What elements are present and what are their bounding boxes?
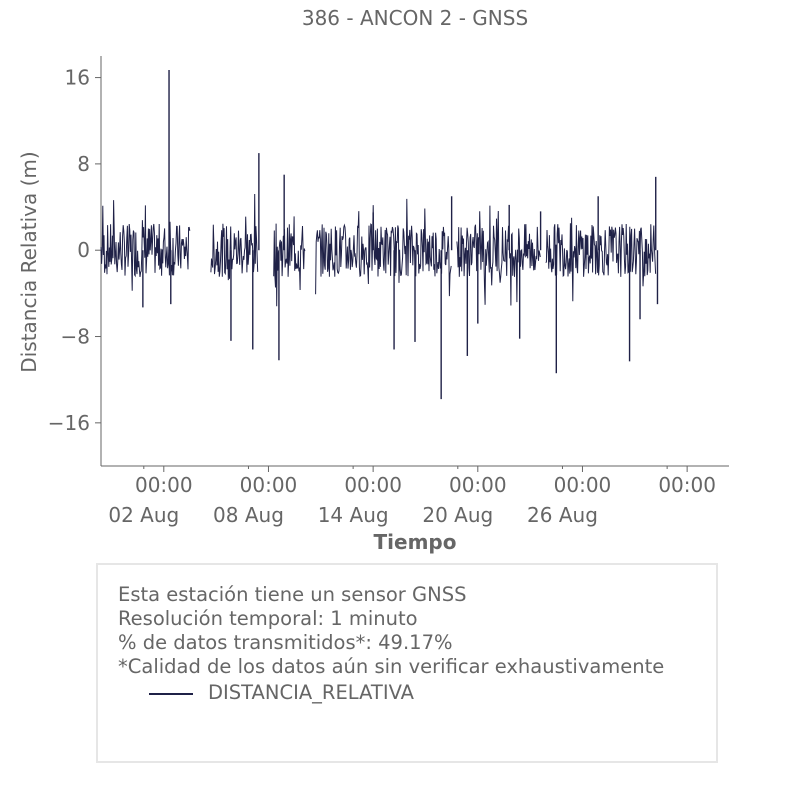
- x-tick-label-time: 00:00: [658, 473, 716, 497]
- info-panel: Esta estación tiene un sensor GNSS Resol…: [96, 563, 718, 763]
- y-tick-label: −8: [61, 325, 90, 349]
- axes: −16 −8 0 8 16 00:00 02 Aug 00:00 08 Aug 00:00 14 A…: [48, 56, 729, 527]
- y-tick-label: 16: [65, 66, 90, 90]
- info-line-resolution: Resolución temporal: 1 minuto: [118, 607, 418, 630]
- y-axis-label: Distancia Relativa (m): [17, 151, 41, 372]
- info-line-sensor: Esta estación tiene un sensor GNSS: [118, 583, 467, 606]
- x-tick-label-time: 00:00: [240, 473, 298, 497]
- x-axis-label: Tiempo: [374, 530, 457, 554]
- info-line-quality: *Calidad de los datos aún sin verificar …: [118, 655, 665, 678]
- series-segment: [315, 198, 452, 297]
- legend-label: DISTANCIA_RELATIVA: [208, 681, 415, 704]
- info-line-transmitted: % de datos transmitidos*: 49.17%: [118, 631, 453, 654]
- y-tick-label: 0: [77, 238, 90, 262]
- x-tick-label-time: 00:00: [449, 473, 507, 497]
- series-segment: [100, 200, 191, 291]
- chart: 386 - ANCON 2 - GNSS −16 −8 0 8 16 00:00 02 Au…: [17, 6, 729, 554]
- x-tick-label-date: 14 Aug: [318, 503, 389, 527]
- x-tick-label-time: 00:00: [135, 473, 193, 497]
- x-tick-label-date: 08 Aug: [213, 503, 284, 527]
- x-tick-label-date: 20 Aug: [422, 503, 493, 527]
- series-segment: [545, 217, 657, 302]
- plot-area: [100, 70, 659, 400]
- y-tick-label: −16: [48, 411, 90, 435]
- chart-title: 386 - ANCON 2 - GNSS: [302, 6, 528, 30]
- legend-swatch: [149, 693, 193, 695]
- x-tick-label-date: 02 Aug: [108, 503, 179, 527]
- y-tick-label: 8: [77, 152, 90, 176]
- series-segment: [210, 193, 259, 281]
- series-segment: [456, 205, 541, 306]
- x-tick-label-date: 26 Aug: [527, 503, 598, 527]
- x-tick-label-time: 00:00: [344, 473, 402, 497]
- x-tick-label-time: 00:00: [554, 473, 612, 497]
